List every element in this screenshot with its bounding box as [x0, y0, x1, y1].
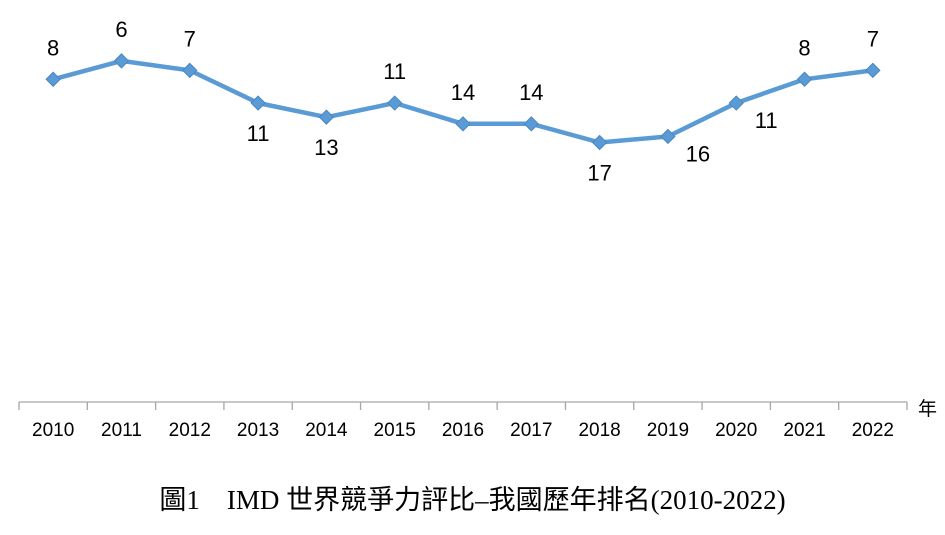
- x-tick-label: 2019: [647, 420, 689, 441]
- data-label: 13: [314, 135, 338, 160]
- data-label: 7: [184, 26, 196, 51]
- x-tick-label: 2013: [237, 420, 279, 441]
- x-tick-label: 2011: [101, 420, 142, 441]
- x-tick-label: 2021: [783, 420, 825, 441]
- data-point-marker: [796, 71, 813, 87]
- data-label-layer: 8 6 7 11 13 11 14 14 17 16 11 8 7: [47, 17, 879, 186]
- data-label: 7: [867, 26, 879, 51]
- data-label: 17: [587, 161, 611, 186]
- x-axis: 2010 2011 2012 2013 2014 2015 2016 2017 2018 2019…: [18, 401, 908, 441]
- x-axis-unit-label: 年: [918, 398, 937, 420]
- data-label: 8: [798, 35, 810, 60]
- data-label: 14: [519, 80, 543, 105]
- data-point-marker: [386, 95, 403, 111]
- marker-layer: [45, 53, 881, 151]
- data-point-marker: [113, 53, 130, 69]
- data-label: 11: [247, 121, 270, 146]
- data-point-marker: [865, 62, 881, 79]
- data-point-marker: [250, 95, 266, 111]
- data-label: 8: [47, 35, 59, 60]
- data-label: 16: [686, 141, 710, 166]
- data-point-marker: [455, 116, 471, 132]
- figure-caption: 圖1 IMD 世界競爭力評比–我國歷年排名(2010-2022): [159, 485, 786, 515]
- x-tick-label: 2016: [442, 420, 484, 441]
- x-tick-label: 2012: [169, 420, 211, 441]
- x-tick-label: 2020: [715, 420, 757, 441]
- data-point-marker: [591, 134, 608, 151]
- data-label: 11: [755, 108, 778, 133]
- x-tick-label: 2017: [510, 420, 552, 441]
- data-label: 14: [451, 80, 475, 105]
- x-tick-label: 2022: [852, 420, 894, 441]
- data-point-marker: [660, 128, 676, 145]
- data-label: 6: [115, 17, 127, 42]
- data-point-marker: [182, 62, 198, 79]
- data-label: 11: [383, 59, 406, 84]
- data-point-marker: [45, 71, 61, 87]
- x-tick-label: 2018: [578, 420, 620, 441]
- x-tick-label: 2015: [374, 420, 416, 441]
- data-point-marker: [728, 95, 744, 111]
- x-tick-label: 2014: [305, 420, 348, 441]
- x-tick-label: 2010: [32, 420, 74, 441]
- data-point-marker: [523, 116, 540, 132]
- data-point-marker: [318, 109, 335, 125]
